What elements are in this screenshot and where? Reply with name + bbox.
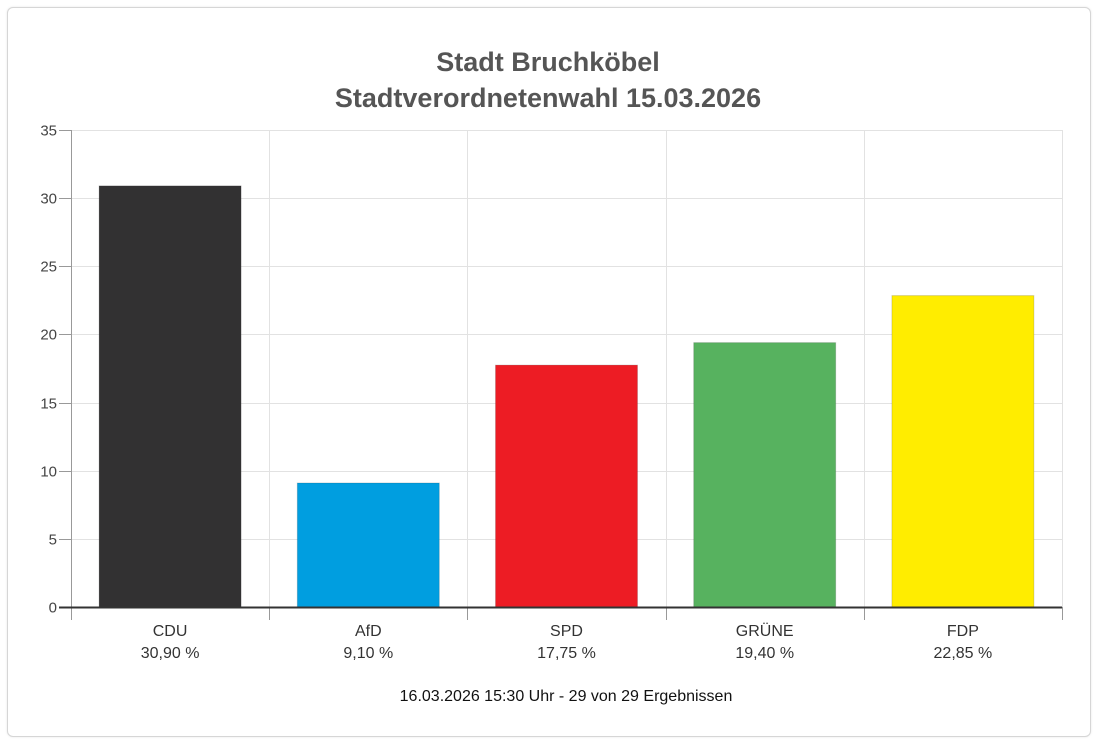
y-axis: 0 5 10 15 20 25 30 35 bbox=[40, 123, 71, 617]
chart-subtitle: Stadtverordnetenwahl 15.03.2026 bbox=[335, 83, 761, 113]
y-tick-label: 15 bbox=[40, 396, 57, 413]
y-tick-label: 5 bbox=[49, 532, 57, 549]
bar-afd bbox=[296, 482, 440, 608]
x-labels: CDU 30,90 % AfD 9,10 % SPD 17,75 % GRÜNE 19,40 … bbox=[141, 622, 993, 662]
bar-fdp bbox=[891, 295, 1035, 608]
x-value-label: 22,85 % bbox=[934, 645, 993, 662]
x-value-label: 9,10 % bbox=[343, 645, 393, 662]
bar-spd bbox=[495, 364, 638, 608]
y-tick-label: 35 bbox=[40, 123, 57, 140]
results-footer: 16.03.2026 15:30 Uhr - 29 von 29 Ergebni… bbox=[400, 688, 733, 705]
chart-title: Stadt Bruchköbel bbox=[436, 47, 660, 77]
x-category-label: SPD bbox=[550, 623, 583, 640]
x-category-label: CDU bbox=[153, 623, 188, 640]
x-axis bbox=[59, 130, 1063, 620]
x-category-label: FDP bbox=[947, 623, 979, 640]
x-category-label: GRÜNE bbox=[736, 622, 794, 640]
y-tick-label: 30 bbox=[40, 191, 57, 208]
x-value-label: 30,90 % bbox=[141, 645, 200, 662]
y-tick-label: 20 bbox=[40, 327, 57, 344]
y-tick-label: 25 bbox=[40, 259, 57, 276]
x-category-label: AfD bbox=[355, 623, 382, 640]
x-value-label: 19,40 % bbox=[735, 645, 794, 662]
bar-cdu bbox=[98, 185, 242, 608]
y-tick-label: 0 bbox=[49, 600, 57, 617]
bars bbox=[98, 185, 1035, 608]
y-tick-label: 10 bbox=[40, 464, 57, 481]
x-value-label: 17,75 % bbox=[537, 645, 596, 662]
bar-grüne bbox=[693, 342, 837, 608]
